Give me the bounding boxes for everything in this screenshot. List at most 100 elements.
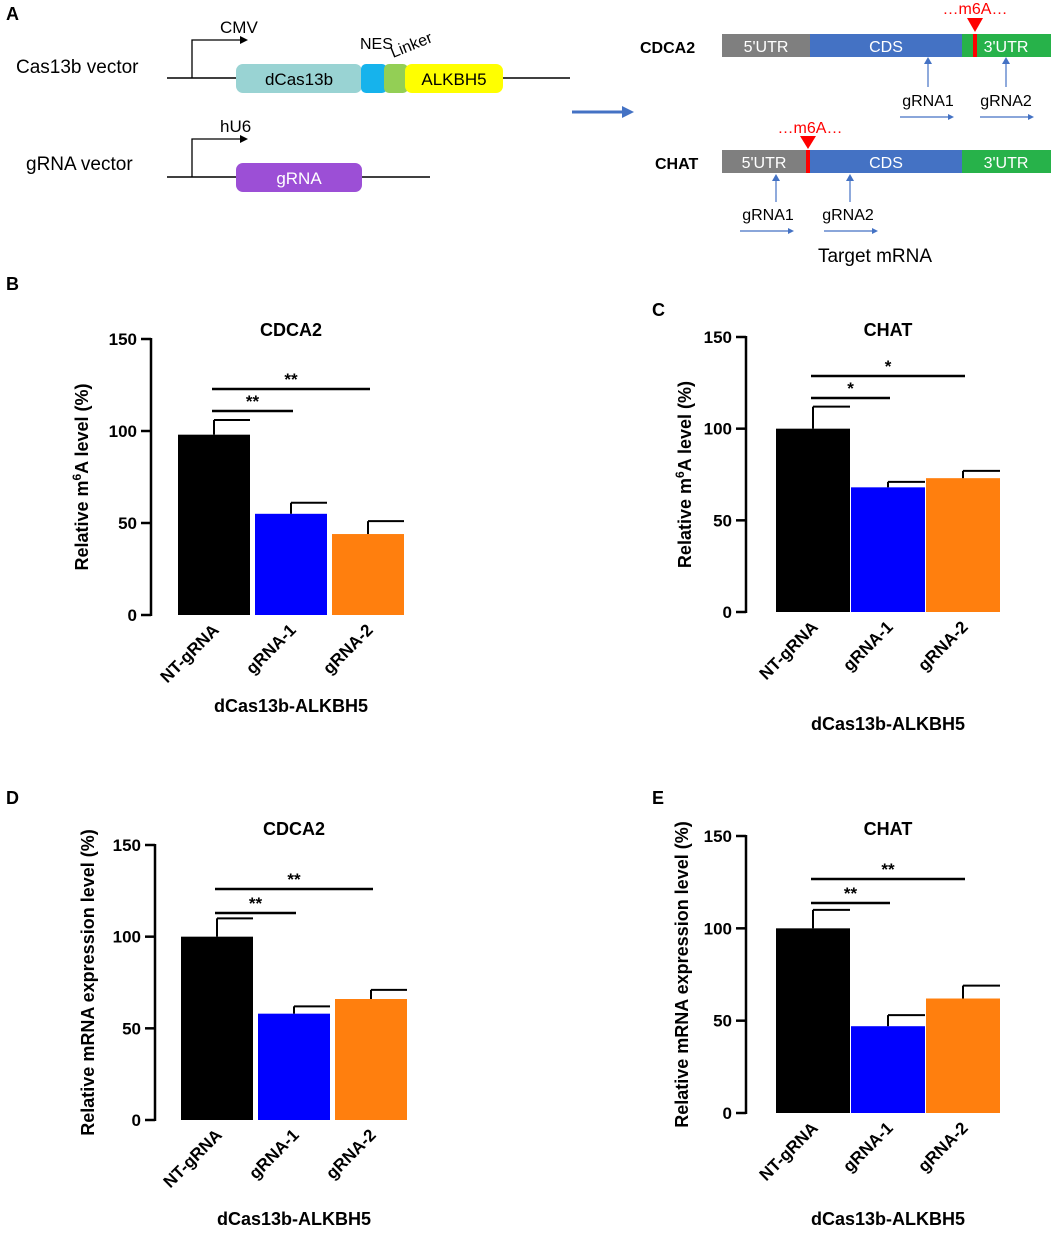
chat-grna1-label: gRNA1 (742, 207, 794, 224)
cdca2-grna1-direction-head (948, 114, 954, 120)
chart-e-bar-3 (926, 998, 1000, 1113)
chart-e-y-tick-label: 150 (704, 827, 732, 846)
chart-e-title: CHAT (864, 819, 913, 839)
chart-d-y-label: Relative mRNA expression level (%) (78, 829, 98, 1135)
cdca2-m6a-site (973, 34, 977, 57)
cmv-arrowhead (240, 36, 248, 44)
target-mrna-caption: Target mRNA (818, 246, 932, 267)
panel-a: A Cas13b vector CMV dCas13b ALKBH5 NES L… (6, 1, 1051, 267)
cmv-label: CMV (220, 18, 258, 37)
panel-label-b: B (6, 274, 19, 294)
chart-c-y-tick-label: 0 (723, 603, 732, 622)
chart-b-bar-2 (255, 513, 327, 615)
panel-label-d: D (6, 788, 19, 808)
transition-arrowhead (622, 106, 634, 118)
chat-grna2-label: gRNA2 (822, 207, 874, 224)
cdca2-m6a-label: …m6A… (943, 1, 1008, 18)
chart-c-y-tick-label: 50 (713, 511, 732, 530)
target-cdca2-name: CDCA2 (640, 40, 695, 57)
hu6-label: hU6 (220, 117, 251, 136)
hu6-arrowhead (240, 135, 248, 143)
chart-b-category-label: NT-gRNA (157, 620, 223, 686)
chart-b-bar-3 (332, 534, 404, 615)
chart-c-bar-1 (776, 428, 850, 612)
chart-b-title: CDCA2 (260, 320, 322, 340)
chart-d-category-label: NT-gRNA (160, 1125, 226, 1191)
chat-m6a-marker (800, 136, 816, 149)
linker-label: Linker (388, 29, 435, 61)
cdca2-m6a-marker (967, 18, 983, 32)
chart-d-title: CDCA2 (263, 819, 325, 839)
chart-b-y-tick-label: 150 (109, 330, 137, 349)
chart-e-y-label: Relative mRNA expression level (%) (672, 821, 692, 1127)
grna-block (236, 163, 362, 192)
chart-d-category-label: gRNA-2 (322, 1125, 380, 1183)
chart-e-bar-1 (776, 928, 850, 1113)
chart-c-y-tick-label: 100 (704, 420, 732, 439)
linker-block (384, 64, 408, 93)
cdca2-grna2-pointer-head (1002, 57, 1010, 64)
chart-d: CDCA2 0 50 100 150 Relative mRNA expression l… (78, 819, 407, 1229)
grna-vector-label: gRNA vector (26, 154, 133, 175)
chat-grna2-pointer-head (846, 174, 854, 181)
cdca2-utr5 (722, 34, 810, 57)
cdca2-utr3-label: 3'UTR (984, 39, 1029, 56)
cas13b-vector-label: Cas13b vector (16, 57, 139, 78)
chart-b-sig-label-1: ** (246, 392, 260, 411)
chart-c-bar-3 (926, 478, 1000, 612)
grna-block-label: gRNA (276, 169, 322, 188)
chart-c-y-label: Relative m6A level (%) (673, 381, 695, 568)
chat-utr3-label: 3'UTR (984, 155, 1029, 172)
chart-c-category-label: gRNA-1 (839, 617, 897, 675)
cdca2-grna1-label: gRNA1 (902, 93, 954, 110)
chart-b-category-label: gRNA-1 (242, 620, 300, 678)
chart-c-bar-2 (851, 487, 925, 612)
chat-utr5 (722, 150, 810, 173)
chart-c-x-label: dCas13b-ALKBH5 (811, 714, 965, 734)
chart-b-y-label: Relative m6A level (%) (70, 383, 92, 570)
chat-utr5-label: 5'UTR (742, 155, 787, 172)
chart-e-y-tick-label: 50 (713, 1012, 732, 1031)
chart-c-y-tick-label: 150 (704, 328, 732, 347)
chart-b-sig-label-2: ** (284, 370, 298, 389)
chart-e-category-label: gRNA-2 (914, 1118, 972, 1176)
chart-e-x-label: dCas13b-ALKBH5 (811, 1209, 965, 1229)
panel-label-a: A (6, 4, 19, 24)
chat-utr3 (962, 150, 1051, 173)
chart-d-y-tick-label: 100 (113, 928, 141, 947)
cdca2-cds (810, 34, 962, 57)
chart-c-title: CHAT (864, 320, 913, 340)
cmv-promoter-arrow (191, 39, 242, 78)
chart-e-y-tick-label: 100 (704, 919, 732, 938)
chart-d-y-tick-label: 50 (122, 1019, 141, 1038)
chart-c-sig-label-2: * (885, 357, 892, 376)
chat-m6a-site (806, 150, 810, 173)
cdca2-grna2-direction-head (1028, 114, 1034, 120)
chart-e: CHAT 0 50 100 150 Relative mRNA expression le… (672, 819, 1000, 1229)
dcas13b-block (236, 64, 362, 93)
chat-grna1-direction-head (788, 228, 794, 234)
chart-c-category-label: NT-gRNA (756, 617, 822, 683)
chart-c: CHAT 0 50 100 150 Relative m6A level (%) NT-gR… (673, 320, 1000, 734)
chart-d-x-label: dCas13b-ALKBH5 (217, 1209, 371, 1229)
chart-e-sig-label-2: ** (881, 860, 895, 879)
chart-d-y-tick-label: 0 (132, 1111, 141, 1130)
chart-b-y-tick-label: 0 (128, 606, 137, 625)
alkbh5-block (405, 64, 503, 93)
chart-d-sig-label-1: ** (249, 894, 263, 913)
chart-e-category-label: gRNA-1 (839, 1118, 897, 1176)
chat-grna2-direction-head (872, 228, 878, 234)
chart-d-bar-2 (258, 1013, 330, 1120)
chart-b-y-tick-label: 50 (118, 514, 137, 533)
chart-d-category-label: gRNA-1 (245, 1125, 303, 1183)
alkbh5-label: ALKBH5 (421, 70, 486, 89)
panel-label-e: E (652, 788, 664, 808)
chat-cds-label: CDS (869, 155, 903, 172)
nes-label: NES (360, 36, 393, 53)
dcas13b-label: dCas13b (265, 70, 333, 89)
chart-c-category-label: gRNA-2 (914, 617, 972, 675)
panel-label-c: C (652, 300, 665, 320)
chart-c-sig-label-1: * (847, 379, 854, 398)
chart-e-y-tick-label: 0 (723, 1104, 732, 1123)
